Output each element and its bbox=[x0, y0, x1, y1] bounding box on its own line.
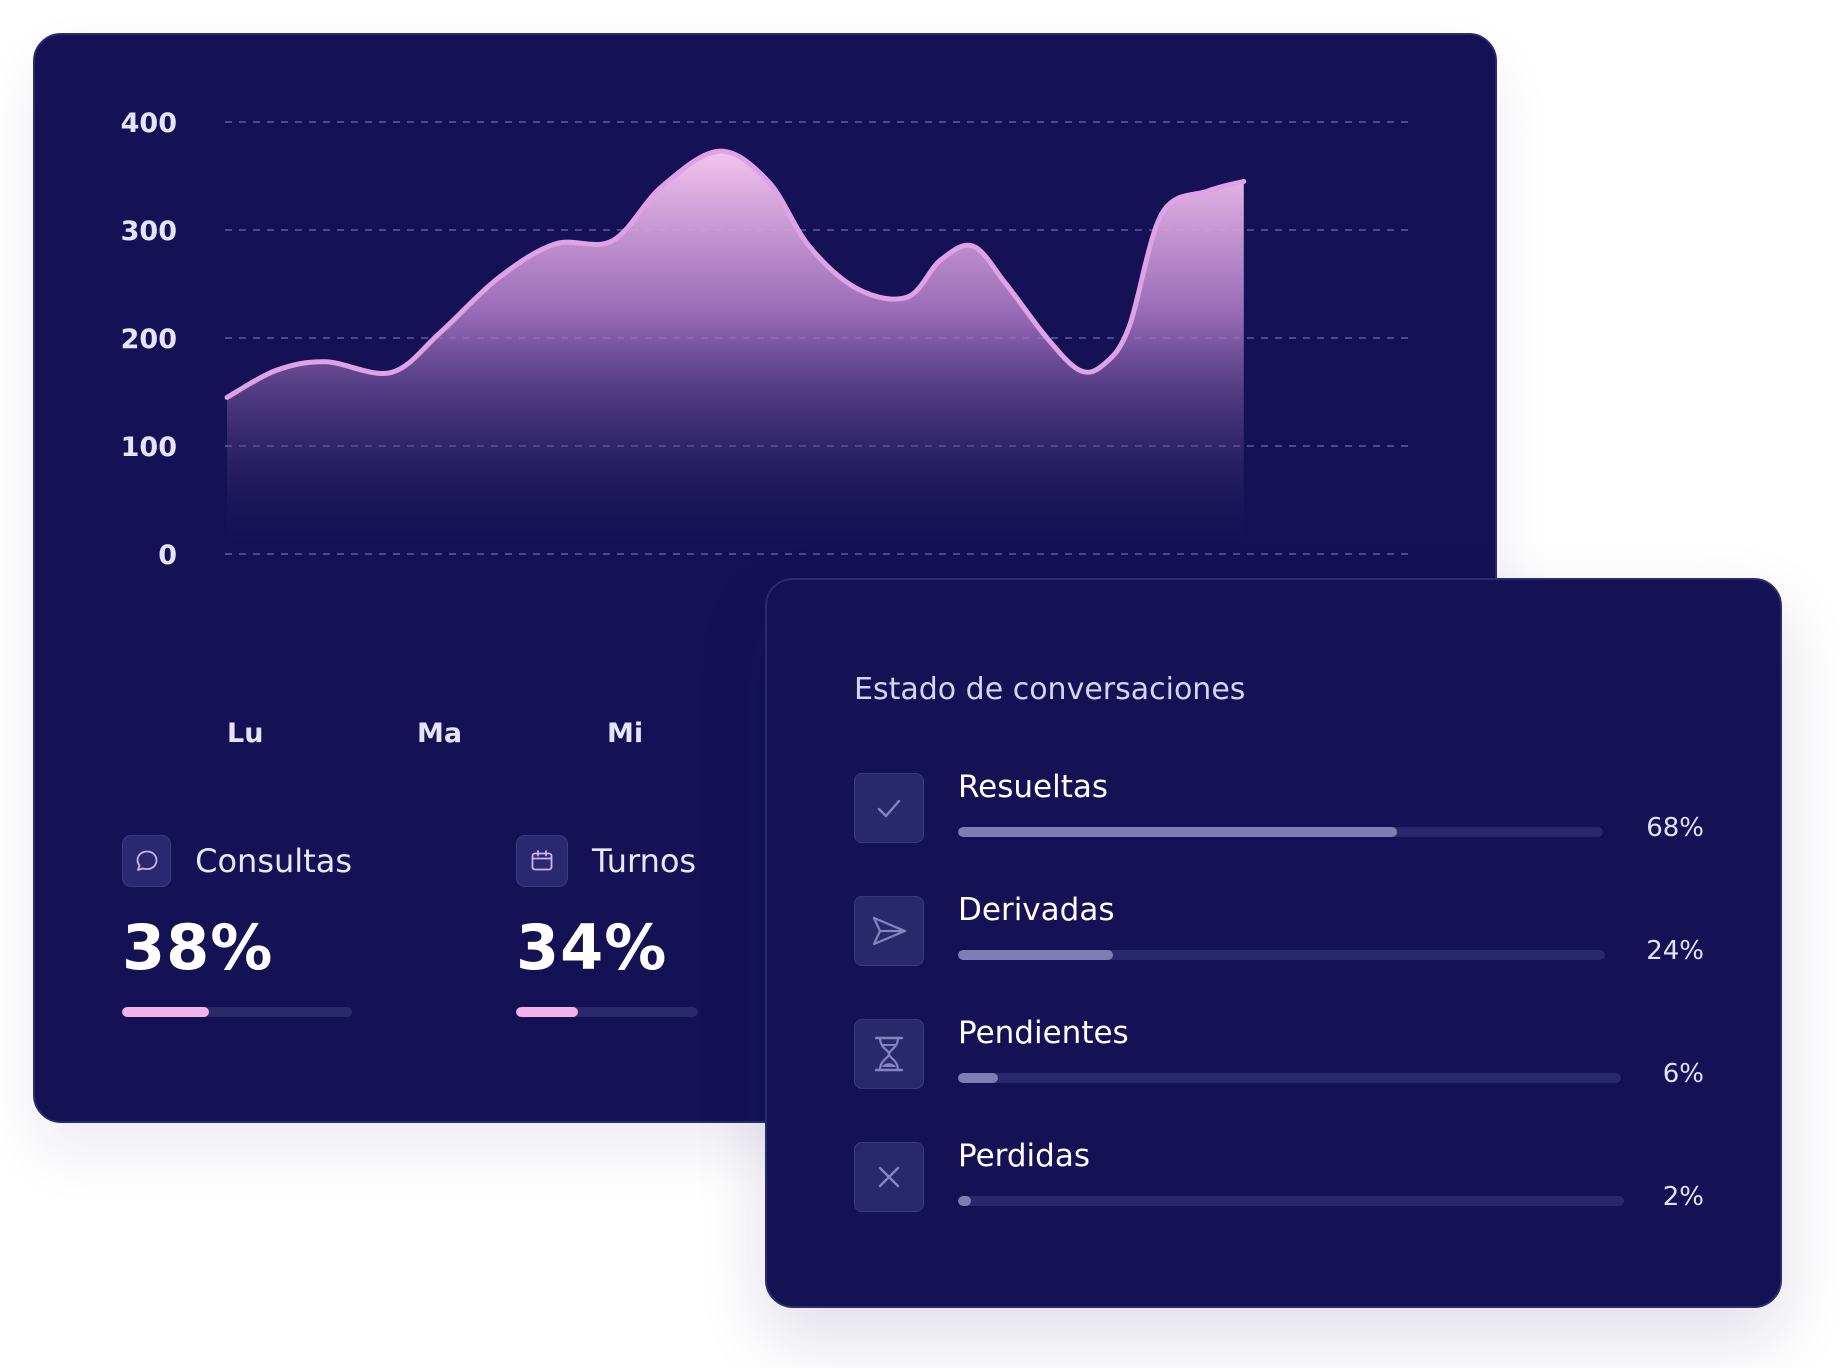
stat-turnos: Turnos 34% bbox=[516, 835, 698, 1017]
x-axis-ticks: Lu Ma Mi bbox=[227, 718, 643, 749]
stat-progress-track bbox=[122, 1007, 352, 1017]
stat-progress-track bbox=[516, 1007, 698, 1017]
check-icon bbox=[854, 773, 924, 843]
stat-consultas: Consultas 38% bbox=[122, 835, 352, 1017]
status-row-perdidas: Perdidas 2% bbox=[854, 1138, 1704, 1214]
status-progress-track bbox=[958, 1073, 1621, 1083]
status-progress-track bbox=[958, 1196, 1624, 1206]
status-percent: 2% bbox=[1662, 1182, 1704, 1212]
status-row-pendientes: Pendientes 6% bbox=[854, 1015, 1704, 1091]
status-progress-fill bbox=[958, 950, 1114, 960]
status-row-derivadas: Derivadas 24% bbox=[854, 892, 1704, 968]
y-tick-label: 200 bbox=[121, 324, 177, 355]
status-progress-track bbox=[958, 827, 1603, 837]
chat-bubble-icon bbox=[122, 835, 172, 887]
status-progress-fill bbox=[958, 827, 1397, 837]
status-label: Perdidas bbox=[958, 1138, 1090, 1174]
status-label: Pendientes bbox=[958, 1015, 1129, 1051]
y-tick-label: 0 bbox=[158, 540, 177, 571]
close-icon bbox=[854, 1142, 924, 1212]
status-percent: 68% bbox=[1646, 813, 1704, 843]
status-label: Resueltas bbox=[958, 769, 1109, 805]
area-fill bbox=[227, 151, 1244, 554]
status-percent: 6% bbox=[1662, 1059, 1704, 1089]
card-title: Estado de conversaciones bbox=[854, 672, 1246, 707]
stat-label: Consultas bbox=[195, 842, 352, 880]
status-label: Derivadas bbox=[958, 892, 1115, 928]
stat-value: 34% bbox=[516, 911, 668, 984]
area-chart: 400 300 200 100 0 Lu Ma Mi bbox=[121, 108, 1410, 749]
stat-progress-fill bbox=[122, 1007, 210, 1017]
y-tick-label: 400 bbox=[121, 108, 177, 139]
status-progress-fill bbox=[958, 1196, 972, 1206]
hourglass-icon bbox=[854, 1019, 924, 1089]
y-tick-label: 300 bbox=[121, 216, 177, 247]
status-row-resueltas: Resueltas 68% bbox=[854, 769, 1704, 845]
stat-label: Turnos bbox=[592, 842, 697, 880]
x-tick-label: Lu bbox=[227, 718, 263, 749]
status-progress-fill bbox=[958, 1073, 998, 1083]
y-axis-ticks: 400 300 200 100 0 bbox=[121, 108, 177, 571]
stat-value: 38% bbox=[122, 911, 274, 984]
x-tick-label: Mi bbox=[607, 718, 643, 749]
stat-progress-fill bbox=[516, 1007, 578, 1017]
calendar-icon bbox=[516, 835, 568, 887]
status-progress-track bbox=[958, 950, 1605, 960]
send-icon bbox=[854, 896, 924, 966]
conversation-status-card: Estado de conversaciones Resueltas 68% D… bbox=[765, 578, 1782, 1308]
x-tick-label: Ma bbox=[417, 718, 462, 749]
y-tick-label: 100 bbox=[121, 432, 177, 463]
status-percent: 24% bbox=[1646, 936, 1704, 966]
series-line bbox=[224, 148, 1247, 400]
